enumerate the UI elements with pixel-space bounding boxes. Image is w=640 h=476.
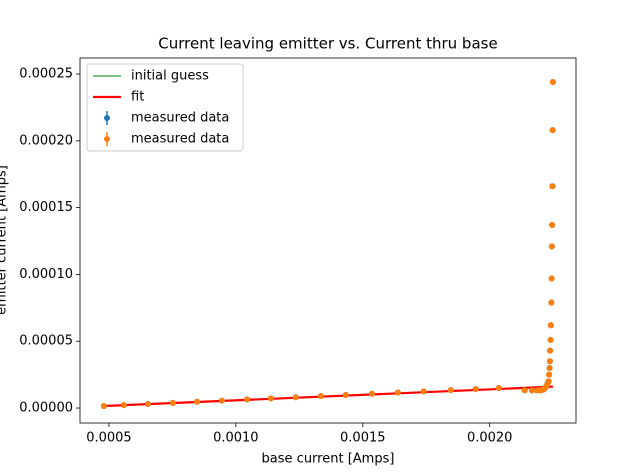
- data-point: [548, 243, 555, 250]
- x-tick-label: 0.0015: [340, 431, 386, 446]
- data-point: [547, 322, 554, 329]
- y-tick-label: 0.00000: [19, 401, 73, 416]
- legend: initial guess fit measured data measured d…: [86, 63, 244, 152]
- data-point: [342, 391, 349, 398]
- data-point: [549, 183, 556, 190]
- data-point: [548, 299, 555, 306]
- x-tick-label: 0.0005: [86, 431, 132, 446]
- legend-label: fit: [131, 90, 144, 105]
- legend-label: measured data: [131, 111, 229, 126]
- legend-swatch: [104, 136, 110, 142]
- data-point: [317, 393, 324, 400]
- x-tick-label: 0.0020: [467, 431, 513, 446]
- plot-area: [100, 79, 556, 410]
- data-point: [267, 395, 274, 402]
- axes-frame: [79, 57, 577, 424]
- data-point: [447, 387, 454, 394]
- data-point: [420, 388, 427, 395]
- data-point: [120, 402, 127, 409]
- y-tick-label: 0.00005: [19, 334, 73, 349]
- y-tick-label: 0.00015: [19, 200, 73, 215]
- y-axis-label: emitter current [Amps]: [0, 165, 10, 315]
- chart-title: Current leaving emitter vs. Current thru…: [158, 35, 497, 53]
- data-point: [472, 386, 479, 393]
- y-tick-label: 0.00010: [19, 267, 73, 282]
- legend-box: [86, 63, 244, 152]
- data-point: [244, 396, 251, 403]
- legend-label: measured data: [131, 132, 229, 147]
- data-point: [292, 394, 299, 401]
- data-point: [100, 403, 107, 410]
- data-point: [521, 387, 528, 394]
- legend-swatch: [104, 115, 110, 121]
- data-point: [546, 371, 553, 378]
- data-point: [546, 358, 553, 365]
- y-tick-label: 0.00020: [19, 133, 73, 148]
- data-point: [368, 390, 375, 397]
- x-axis-label: base current [Amps]: [262, 452, 395, 467]
- data-point: [495, 384, 502, 391]
- data-point: [545, 378, 552, 385]
- data-point: [547, 347, 554, 354]
- data-point: [549, 127, 556, 134]
- data-point: [394, 389, 401, 396]
- data-point: [169, 399, 176, 406]
- data-point: [549, 222, 556, 229]
- data-point: [528, 387, 535, 394]
- data-point: [548, 275, 555, 282]
- data-point: [218, 397, 225, 404]
- legend-label: initial guess: [131, 69, 209, 84]
- data-point: [194, 398, 201, 405]
- x-tick-label: 0.0010: [213, 431, 259, 446]
- data-point: [145, 401, 152, 408]
- y-tick-label: 0.00025: [19, 67, 73, 82]
- data-point: [546, 364, 553, 371]
- data-point: [549, 79, 556, 86]
- data-point: [547, 336, 554, 343]
